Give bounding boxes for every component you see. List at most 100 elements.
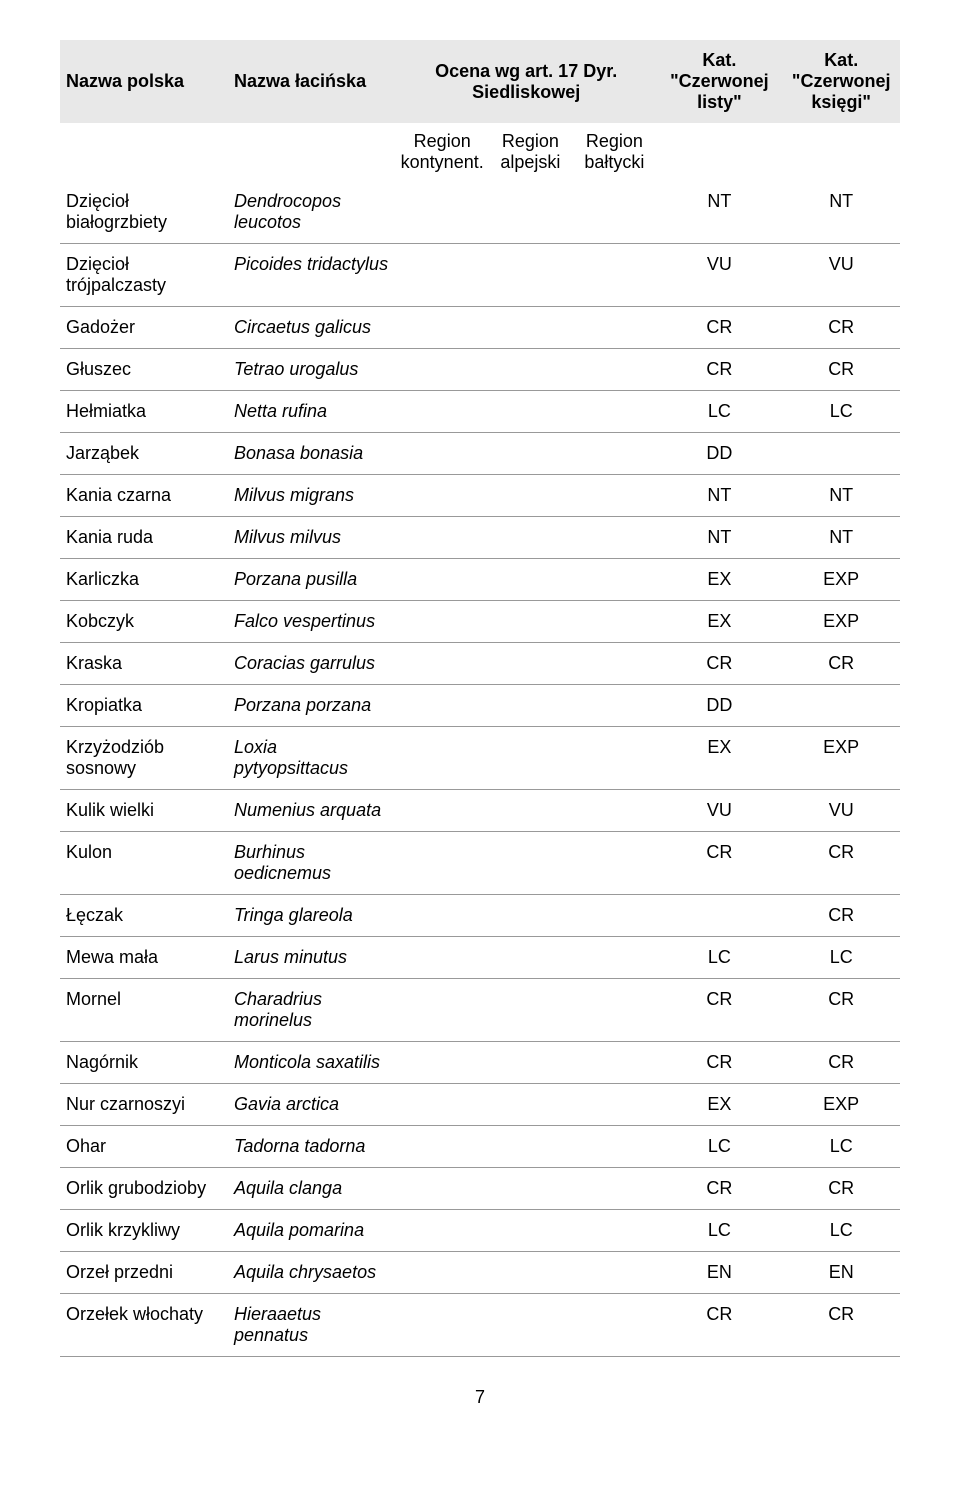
cell-r3 xyxy=(572,1084,656,1126)
cell-r2 xyxy=(488,937,572,979)
cell-nazwa-lacinska: Tadorna tadorna xyxy=(228,1126,396,1168)
cell-r3 xyxy=(572,895,656,937)
cell-k2: EXP xyxy=(782,727,900,790)
cell-r2 xyxy=(488,391,572,433)
cell-nazwa-lacinska: Aquila pomarina xyxy=(228,1210,396,1252)
cell-r3 xyxy=(572,601,656,643)
cell-k1: NT xyxy=(656,181,782,244)
cell-r3 xyxy=(572,349,656,391)
cell-r3 xyxy=(572,937,656,979)
cell-nazwa-lacinska: Picoides tridactylus xyxy=(228,244,396,307)
cell-nazwa-lacinska: Gavia arctica xyxy=(228,1084,396,1126)
cell-nazwa-lacinska: Dendrocopos leucotos xyxy=(228,181,396,244)
cell-nazwa-polska: Jarząbek xyxy=(60,433,228,475)
cell-nazwa-polska: Nagórnik xyxy=(60,1042,228,1084)
table-row: ŁęczakTringa glareolaCR xyxy=(60,895,900,937)
cell-nazwa-lacinska: Loxia pytyopsittacus xyxy=(228,727,396,790)
table-row: KraskaCoracias garrulusCRCR xyxy=(60,643,900,685)
cell-r3 xyxy=(572,517,656,559)
cell-r3 xyxy=(572,979,656,1042)
page-number: 7 xyxy=(60,1387,900,1408)
table-row: Orlik krzykliwyAquila pomarinaLCLC xyxy=(60,1210,900,1252)
table-row: Nur czarnoszyiGavia arcticaEXEXP xyxy=(60,1084,900,1126)
table-row: KobczykFalco vespertinusEXEXP xyxy=(60,601,900,643)
cell-k2: EXP xyxy=(782,559,900,601)
cell-nazwa-lacinska: Monticola saxatilis xyxy=(228,1042,396,1084)
cell-k1: VU xyxy=(656,790,782,832)
cell-r1 xyxy=(396,685,488,727)
table-row: MornelCharadrius morinelusCRCR xyxy=(60,979,900,1042)
cell-k1: CR xyxy=(656,643,782,685)
cell-k1: CR xyxy=(656,307,782,349)
cell-r1 xyxy=(396,895,488,937)
col-header-nazwa-polska: Nazwa polska xyxy=(60,40,228,123)
cell-r3 xyxy=(572,643,656,685)
cell-r2 xyxy=(488,517,572,559)
cell-r1 xyxy=(396,727,488,790)
cell-r2 xyxy=(488,601,572,643)
cell-r1 xyxy=(396,391,488,433)
cell-k2: CR xyxy=(782,307,900,349)
cell-r3 xyxy=(572,559,656,601)
cell-nazwa-lacinska: Porzana porzana xyxy=(228,685,396,727)
cell-r2 xyxy=(488,1252,572,1294)
cell-k2: NT xyxy=(782,517,900,559)
cell-r1 xyxy=(396,307,488,349)
cell-nazwa-polska: Kania ruda xyxy=(60,517,228,559)
cell-r1 xyxy=(396,979,488,1042)
cell-r3 xyxy=(572,685,656,727)
cell-k2: CR xyxy=(782,1168,900,1210)
cell-r3 xyxy=(572,307,656,349)
cell-r3 xyxy=(572,391,656,433)
cell-nazwa-lacinska: Aquila clanga xyxy=(228,1168,396,1210)
cell-k1: LC xyxy=(656,1210,782,1252)
cell-r2 xyxy=(488,1084,572,1126)
subhead-region-kontynent: Region kontynent. xyxy=(396,123,488,181)
cell-r3 xyxy=(572,1042,656,1084)
cell-nazwa-polska: Gadożer xyxy=(60,307,228,349)
cell-r1 xyxy=(396,1084,488,1126)
cell-r1 xyxy=(396,1168,488,1210)
cell-r3 xyxy=(572,832,656,895)
table-row: Orzeł przedniAquila chrysaetosENEN xyxy=(60,1252,900,1294)
cell-r2 xyxy=(488,790,572,832)
cell-k2: NT xyxy=(782,475,900,517)
table-subheader: Region kontynent. Region alpejski Region… xyxy=(60,123,900,181)
cell-k1: CR xyxy=(656,1042,782,1084)
table-row: Orlik grubodziobyAquila clangaCRCR xyxy=(60,1168,900,1210)
cell-r2 xyxy=(488,559,572,601)
cell-k1: EX xyxy=(656,727,782,790)
cell-nazwa-lacinska: Bonasa bonasia xyxy=(228,433,396,475)
cell-r3 xyxy=(572,1252,656,1294)
cell-k2: CR xyxy=(782,895,900,937)
cell-r2 xyxy=(488,475,572,517)
cell-r2 xyxy=(488,1294,572,1357)
cell-k1: CR xyxy=(656,1294,782,1357)
table-row: Mewa małaLarus minutusLCLC xyxy=(60,937,900,979)
cell-k1 xyxy=(656,895,782,937)
cell-r3 xyxy=(572,181,656,244)
cell-k2: CR xyxy=(782,1294,900,1357)
cell-k1: DD xyxy=(656,685,782,727)
cell-r1 xyxy=(396,937,488,979)
cell-k1: VU xyxy=(656,244,782,307)
cell-r2 xyxy=(488,643,572,685)
table-row: Krzyżodziób sosnowyLoxia pytyopsittacusE… xyxy=(60,727,900,790)
table-row: GłuszecTetrao urogalusCRCR xyxy=(60,349,900,391)
cell-r1 xyxy=(396,643,488,685)
cell-nazwa-lacinska: Burhinus oedicnemus xyxy=(228,832,396,895)
cell-r1 xyxy=(396,1294,488,1357)
cell-nazwa-lacinska: Milvus milvus xyxy=(228,517,396,559)
cell-r1 xyxy=(396,559,488,601)
cell-k1: LC xyxy=(656,391,782,433)
table-row: NagórnikMonticola saxatilisCRCR xyxy=(60,1042,900,1084)
cell-k1: NT xyxy=(656,517,782,559)
cell-nazwa-polska: Orzeł przedni xyxy=(60,1252,228,1294)
cell-nazwa-polska: Łęczak xyxy=(60,895,228,937)
cell-r2 xyxy=(488,433,572,475)
cell-nazwa-polska: Dzięcioł białogrzbiety xyxy=(60,181,228,244)
cell-k2: CR xyxy=(782,832,900,895)
cell-k2: LC xyxy=(782,1126,900,1168)
subhead-region-alpejski: Region alpejski xyxy=(488,123,572,181)
cell-nazwa-polska: Orzełek włochaty xyxy=(60,1294,228,1357)
